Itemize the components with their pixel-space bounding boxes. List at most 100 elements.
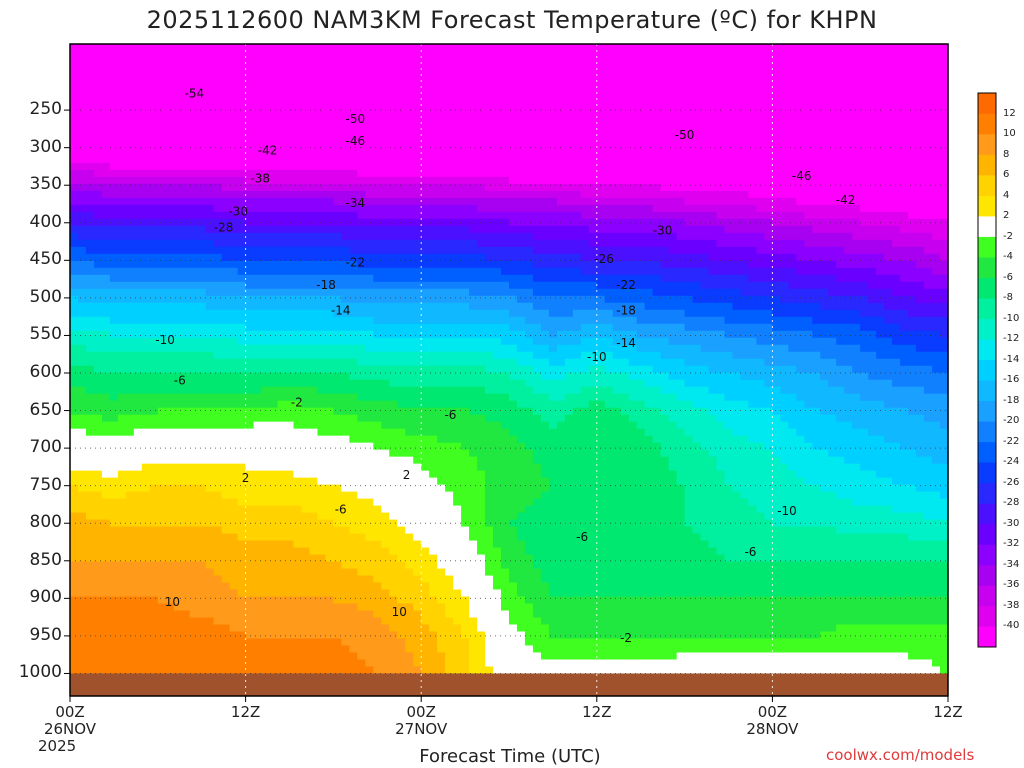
temperature-cell [325, 71, 334, 80]
temperature-cell [245, 624, 255, 633]
temperature-cell [445, 386, 454, 395]
temperature-cell [117, 316, 127, 325]
temperature-cell [165, 57, 175, 66]
temperature-cell [301, 505, 311, 514]
temperature-cell [70, 631, 79, 640]
temperature-cell [429, 386, 438, 395]
temperature-cell [221, 78, 231, 87]
temperature-cell [501, 134, 510, 143]
temperature-cell [101, 631, 111, 640]
temperature-cell [445, 225, 454, 234]
temperature-cell [85, 50, 95, 59]
temperature-cell [397, 512, 406, 521]
temperature-cell [189, 610, 199, 619]
temperature-cell [77, 470, 87, 479]
temperature-cell [109, 554, 119, 563]
temperature-cell [357, 330, 366, 339]
temperature-cell [469, 372, 478, 381]
temperature-cell [469, 589, 478, 598]
temperature-cell [461, 127, 470, 136]
temperature-cell [493, 575, 502, 584]
temperature-cell [341, 106, 350, 115]
temperature-cell [325, 211, 334, 220]
temperature-cell [349, 44, 358, 52]
temperature-cell [117, 512, 127, 521]
temperature-cell [349, 302, 358, 311]
temperature-cell [445, 44, 454, 52]
temperature-cell [421, 428, 430, 437]
temperature-cell [437, 442, 446, 451]
temperature-cell [189, 617, 199, 626]
temperature-cell [293, 575, 303, 584]
temperature-cell [101, 330, 111, 339]
temperature-cell [381, 652, 390, 661]
temperature-cell [221, 400, 231, 409]
temperature-cell [461, 505, 470, 514]
temperature-cell [269, 568, 279, 577]
temperature-cell [437, 134, 446, 143]
temperature-cell [333, 239, 342, 248]
temperature-cell [509, 211, 518, 220]
temperature-cell [293, 218, 303, 227]
temperature-cell [485, 190, 494, 199]
temperature-cell [469, 344, 478, 353]
temperature-cell [301, 372, 311, 381]
temperature-cell [485, 246, 494, 255]
temperature-cell [109, 631, 119, 640]
temperature-cell [93, 624, 103, 633]
temperature-cell [117, 498, 127, 507]
temperature-cell [397, 78, 406, 87]
temperature-cell [205, 316, 215, 325]
temperature-cell [189, 568, 199, 577]
temperature-cell [149, 337, 159, 346]
temperature-cell [365, 659, 374, 668]
temperature-cell [181, 589, 191, 598]
temperature-cell [501, 540, 510, 549]
temperature-cell [493, 463, 502, 472]
temperature-cell [245, 211, 255, 220]
temperature-cell [117, 78, 127, 87]
temperature-cell [245, 659, 255, 668]
temperature-cell [181, 414, 191, 423]
temperature-cell [381, 512, 390, 521]
temperature-cell [213, 505, 223, 514]
temperature-cell [293, 316, 303, 325]
temperature-cell [93, 71, 103, 80]
temperature-cell [381, 421, 390, 430]
temperature-cell [485, 99, 494, 108]
temperature-cell [213, 134, 223, 143]
temperature-cell [397, 603, 406, 612]
temperature-cell [93, 78, 103, 87]
temperature-cell [437, 610, 446, 619]
temperature-cell [189, 155, 199, 164]
temperature-cell [213, 232, 223, 241]
temperature-cell [309, 85, 319, 94]
temperature-cell [325, 519, 334, 528]
temperature-cell [333, 155, 342, 164]
temperature-cell [253, 232, 263, 241]
temperature-cell [293, 169, 303, 178]
temperature-cell [469, 274, 478, 283]
temperature-cell [293, 603, 303, 612]
temperature-cell [205, 239, 215, 248]
temperature-cell [205, 365, 215, 374]
temperature-cell [477, 610, 486, 619]
temperature-cell [197, 169, 207, 178]
temperature-cell [141, 155, 151, 164]
temperature-cell [493, 50, 502, 59]
temperature-cell [333, 442, 342, 451]
temperature-cell [237, 603, 247, 612]
temperature-cell [301, 435, 311, 444]
temperature-cell [229, 169, 239, 178]
temperature-cell [205, 148, 215, 157]
temperature-cell [213, 568, 223, 577]
temperature-cell [133, 393, 143, 402]
temperature-cell [189, 498, 199, 507]
temperature-cell [333, 211, 342, 220]
temperature-cell [301, 64, 311, 73]
temperature-cell [357, 386, 366, 395]
temperature-cell [205, 106, 215, 115]
temperature-cell [261, 344, 271, 353]
temperature-cell [381, 204, 390, 213]
temperature-cell [453, 197, 462, 206]
